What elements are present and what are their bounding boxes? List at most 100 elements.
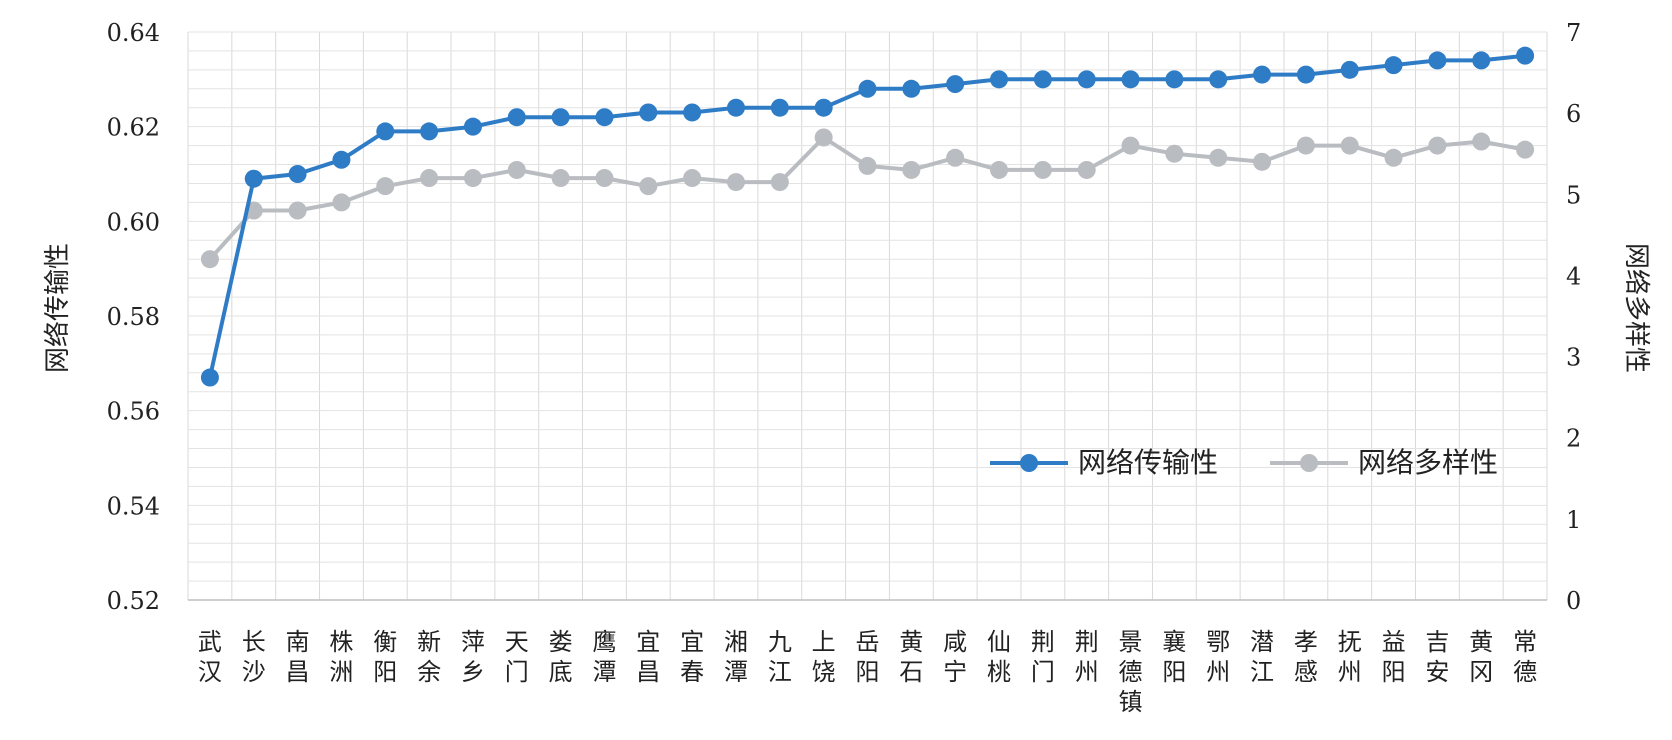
category-char: 岳 <box>856 628 880 656</box>
category-char: 昌 <box>636 658 660 686</box>
category-char: 襄 <box>1162 628 1186 656</box>
category-label: 益阳 <box>1382 628 1406 686</box>
category-label: 黄冈 <box>1469 628 1493 686</box>
category-label: 潜江 <box>1250 628 1274 686</box>
left-tick-label: 0.62 <box>107 114 160 142</box>
category-char: 阳 <box>373 658 397 686</box>
left-axis-title: 网络传输性 <box>43 243 73 373</box>
data-point <box>990 160 1009 179</box>
left-tick-label: 0.58 <box>107 303 160 331</box>
category-label: 鄂州 <box>1206 628 1230 686</box>
category-label: 荆门 <box>1031 628 1055 686</box>
right-tick-label: 2 <box>1566 425 1581 453</box>
category-char: 仙 <box>987 628 1011 656</box>
category-char: 衡 <box>373 628 397 656</box>
category-label: 常德 <box>1513 628 1537 686</box>
category-label: 九江 <box>768 628 792 686</box>
category-label: 衡阳 <box>373 628 397 686</box>
data-point <box>1077 160 1096 179</box>
category-label: 株洲 <box>329 628 353 686</box>
data-point <box>507 108 526 127</box>
category-char: 春 <box>680 658 704 686</box>
category-char: 桃 <box>987 658 1011 686</box>
data-point <box>946 75 965 94</box>
data-point <box>1033 160 1052 179</box>
data-point <box>1296 136 1315 155</box>
category-char: 阳 <box>1382 658 1406 686</box>
category-char: 江 <box>768 658 792 686</box>
data-point <box>463 117 482 136</box>
category-char: 镇 <box>1119 688 1143 716</box>
category-label: 新余 <box>417 628 441 686</box>
data-point <box>814 98 833 117</box>
right-axis-title: 网络多样性 <box>1621 243 1651 373</box>
category-label: 宜春 <box>680 628 704 686</box>
data-point <box>683 169 702 188</box>
category-char: 长 <box>242 628 266 656</box>
category-label: 鹰潭 <box>592 628 616 686</box>
category-label: 抚州 <box>1338 628 1362 686</box>
data-point <box>858 79 877 98</box>
data-point <box>1121 70 1140 89</box>
data-point <box>726 173 745 192</box>
category-char: 吉 <box>1425 628 1449 656</box>
category-label: 岳阳 <box>856 628 880 686</box>
data-point <box>332 193 351 212</box>
category-char: 新 <box>417 628 441 656</box>
data-point <box>1209 148 1228 167</box>
data-point <box>1340 136 1359 155</box>
data-point <box>244 169 263 188</box>
category-char: 湘 <box>724 628 748 656</box>
right-tick-label: 6 <box>1566 100 1581 128</box>
category-char: 娄 <box>549 628 573 656</box>
data-point <box>858 156 877 175</box>
data-point <box>990 70 1009 89</box>
data-point <box>1253 152 1272 171</box>
category-char: 益 <box>1382 628 1406 656</box>
category-label: 荆州 <box>1075 628 1099 686</box>
data-point <box>639 103 658 122</box>
category-char: 门 <box>1031 658 1055 686</box>
category-char: 天 <box>505 628 529 656</box>
data-point <box>770 98 789 117</box>
category-char: 荆 <box>1075 628 1099 656</box>
right-tick-label: 7 <box>1566 19 1581 47</box>
data-point <box>288 165 307 183</box>
data-point <box>1253 65 1272 84</box>
data-point <box>902 79 921 98</box>
category-label: 吉安 <box>1425 628 1449 686</box>
category-char: 德 <box>1119 658 1143 686</box>
category-char: 江 <box>1250 658 1274 686</box>
category-label: 仙桃 <box>987 628 1011 686</box>
category-char: 宜 <box>680 628 704 656</box>
data-point <box>1165 144 1184 163</box>
category-char: 底 <box>549 658 573 686</box>
category-char: 鄂 <box>1206 628 1230 656</box>
x-axis-categories: 武汉长沙南昌株洲衡阳新余萍乡天门娄底鹰潭宜昌宜春湘潭九江上饶岳阳黄石咸宁仙桃荆门… <box>198 628 1537 716</box>
category-label: 黄石 <box>899 628 923 686</box>
category-char: 沙 <box>242 658 266 686</box>
category-label: 湘潭 <box>724 628 748 686</box>
legend-label-transmission: 网络传输性 <box>1078 446 1218 479</box>
series-layer <box>200 46 1535 387</box>
data-point <box>595 108 614 127</box>
left-tick-label: 0.56 <box>107 398 160 426</box>
category-char: 余 <box>417 658 441 686</box>
category-char: 萍 <box>461 628 485 656</box>
right-tick-label: 3 <box>1566 344 1581 372</box>
data-point <box>1033 70 1052 89</box>
category-char: 州 <box>1338 658 1362 686</box>
category-char: 州 <box>1206 658 1230 686</box>
data-point <box>1428 51 1447 70</box>
category-char: 武 <box>198 628 222 656</box>
category-label: 咸宁 <box>943 628 967 686</box>
right-tick-label: 4 <box>1566 262 1581 290</box>
category-label: 上饶 <box>812 628 836 686</box>
data-point <box>1472 51 1491 70</box>
category-char: 冈 <box>1469 658 1493 686</box>
category-char: 州 <box>1075 658 1099 686</box>
category-label: 景德镇 <box>1119 628 1143 716</box>
category-char: 景 <box>1119 628 1143 656</box>
category-char: 常 <box>1513 628 1537 656</box>
